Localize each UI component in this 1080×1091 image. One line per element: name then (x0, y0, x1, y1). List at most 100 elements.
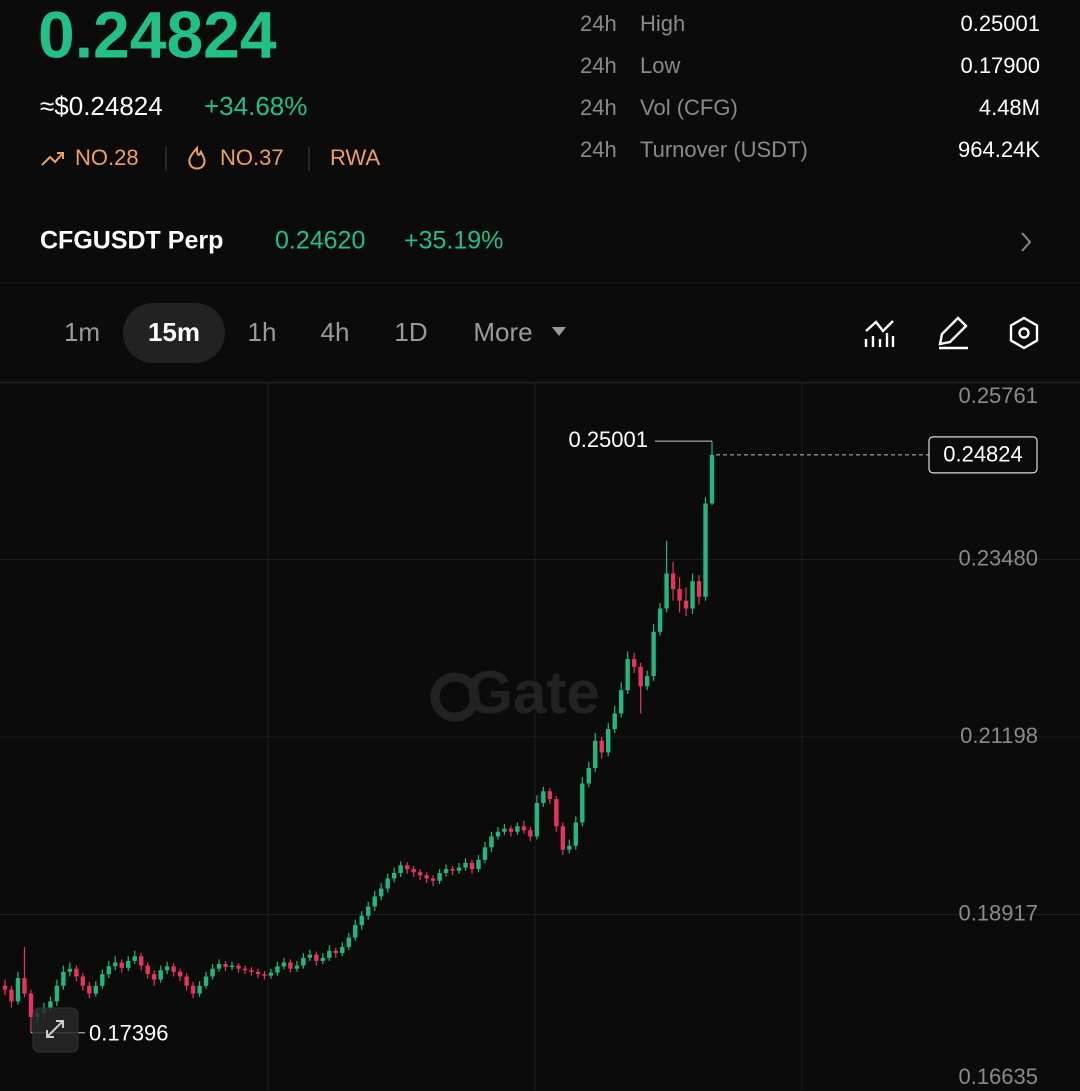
candle-body (275, 966, 280, 973)
expand-button[interactable] (32, 1007, 79, 1053)
candle-body (631, 659, 637, 667)
candle-body (190, 985, 196, 994)
candle-body (612, 713, 617, 730)
watermark-logo (430, 672, 480, 722)
candle-body (145, 965, 150, 975)
candle-body (502, 828, 507, 832)
candle-body (301, 957, 306, 966)
candle-body (709, 454, 715, 504)
candle-body (203, 976, 209, 986)
interval-tab[interactable]: 15m (148, 317, 200, 347)
candle-body (177, 971, 183, 977)
candle-body (164, 966, 170, 971)
min-price-label: 0.17396 (89, 1021, 169, 1046)
trend-icon (41, 152, 64, 166)
badge: RWA (330, 145, 380, 170)
perp-price: 0.24620 (275, 227, 365, 255)
candle-body (288, 962, 293, 969)
candle-body (606, 729, 611, 753)
candle-body (599, 740, 604, 753)
candle-body (404, 865, 410, 870)
y-tick-label: 0.21198 (960, 723, 1038, 748)
candle-body (534, 802, 540, 837)
interval-tab[interactable]: 1h (248, 317, 277, 347)
candle-body (74, 968, 79, 977)
candle-body (683, 600, 689, 609)
interval-tab[interactable]: 1D (394, 317, 427, 347)
candle-body (469, 862, 475, 870)
stat-value: 0.17900 (960, 53, 1040, 78)
stat-label: High (640, 11, 685, 36)
candle-body (450, 869, 455, 871)
candle-body (9, 989, 14, 1002)
candle-body (638, 666, 643, 687)
candle-body (80, 976, 86, 986)
candle-body (281, 962, 287, 967)
stat-label: Turnover (USDT) (640, 137, 808, 162)
candle-body (132, 956, 137, 961)
candle-body (703, 503, 708, 597)
interval-tab[interactable]: More (473, 317, 532, 347)
candle-body (216, 964, 222, 969)
candle-body (242, 968, 248, 971)
candle-body (346, 937, 351, 947)
stat-period: 24h (580, 137, 617, 162)
candle-body (113, 962, 118, 967)
candle-body (48, 1001, 53, 1008)
candle-body (521, 826, 527, 831)
candle-body (2, 985, 8, 990)
candle-body (476, 859, 481, 870)
draw-icon[interactable] (938, 316, 968, 350)
candle-body (391, 872, 397, 879)
candle-body (87, 985, 92, 994)
candle-body (417, 872, 423, 876)
stat-value: 964.24K (958, 137, 1040, 162)
interval-tab[interactable]: 4h (321, 317, 350, 347)
candle-body (100, 974, 105, 986)
candle-body (294, 965, 300, 969)
indicator-icon[interactable] (864, 320, 895, 347)
candle-body (229, 965, 235, 968)
settings-icon-center (1018, 327, 1030, 339)
candle-body (696, 581, 702, 597)
watermark: Gate (466, 659, 599, 726)
y-tick-label: 0.23480 (958, 545, 1038, 570)
interval-tab[interactable]: 1m (64, 317, 100, 347)
candle-body (489, 836, 494, 848)
candle-body (528, 830, 533, 837)
candle-body (171, 966, 176, 972)
chevron[interactable] (1021, 232, 1032, 252)
perp-symbol[interactable]: CFGUSDT Perp (40, 227, 223, 255)
candle-body (106, 966, 111, 975)
stat-value: 0.25001 (960, 11, 1040, 36)
candle-body (495, 831, 501, 837)
candle-body (379, 888, 384, 897)
candle-body (567, 845, 572, 850)
settings-icon[interactable] (1009, 316, 1039, 350)
candle-body (353, 925, 358, 938)
badge: NO.37 (220, 145, 284, 170)
last-price-label: 0.24824 (943, 442, 1023, 467)
candle-body (54, 985, 60, 1002)
candle-body (255, 971, 261, 975)
candle-body (327, 950, 332, 958)
candle-body (184, 976, 189, 986)
candle-body (554, 799, 559, 827)
y-tick-label: 0.16635 (958, 1064, 1038, 1089)
candle-body (456, 867, 462, 871)
candle-body (372, 896, 377, 907)
candle-body (126, 960, 131, 968)
candle-body (644, 676, 650, 687)
candle-body (541, 791, 546, 803)
candle-body (67, 968, 73, 972)
candle-body (586, 767, 591, 784)
chart-area: Gate 0.16635 0.18917 0.21198 0.23480 0.25761 0… (0, 381, 1080, 1091)
candle-body (262, 974, 267, 976)
candle-body (515, 826, 520, 832)
candle-body (249, 970, 254, 972)
candle-body (508, 828, 514, 832)
candle-body (463, 862, 468, 868)
interval-tabs: 1m 15m 1h 4h 1D More (64, 303, 566, 363)
